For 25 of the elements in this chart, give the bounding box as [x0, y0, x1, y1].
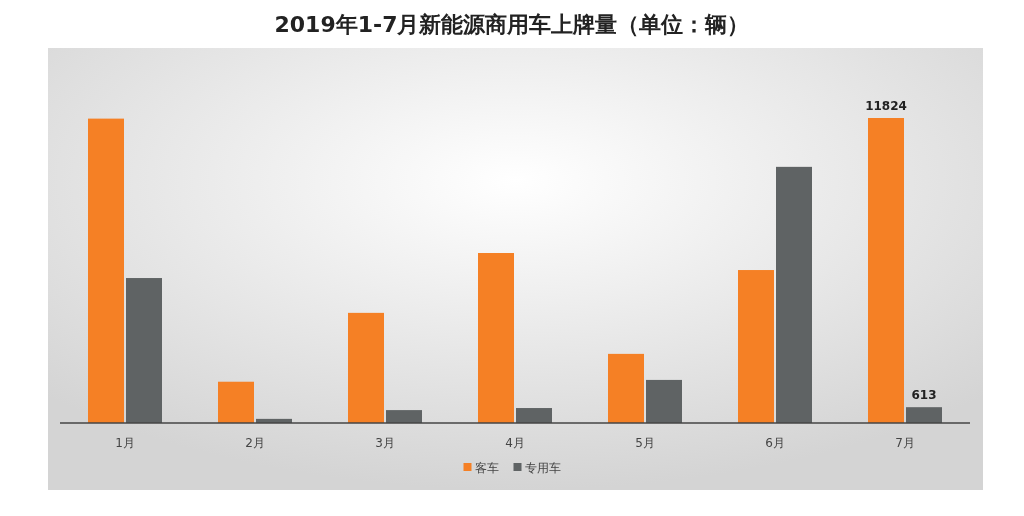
x-tick-label: 6月	[765, 436, 785, 450]
bar	[868, 118, 904, 423]
bar	[88, 118, 124, 423]
bar	[478, 253, 514, 423]
bar	[348, 312, 384, 423]
data-label: 613	[911, 388, 937, 403]
x-tick-label: 5月	[635, 436, 655, 450]
bar	[516, 408, 552, 423]
x-tick-label: 7月	[895, 436, 915, 450]
legend-label: 专用车	[524, 461, 561, 475]
bar	[126, 278, 162, 423]
x-tick-label: 3月	[375, 436, 395, 450]
x-tick-label: 1月	[115, 436, 135, 450]
bar	[608, 353, 644, 423]
bar	[218, 381, 254, 423]
x-tick-label: 2月	[245, 436, 265, 450]
bar	[776, 166, 812, 423]
bar	[906, 407, 942, 423]
chart-title: 2019年1-7月新能源商用车上牌量（单位：辆）	[274, 12, 750, 37]
bar	[386, 410, 422, 423]
legend-label: 客车	[474, 461, 499, 475]
x-tick-label: 4月	[505, 436, 525, 450]
data-label: 11824	[865, 99, 907, 113]
bar	[738, 270, 774, 423]
bar	[646, 379, 682, 423]
